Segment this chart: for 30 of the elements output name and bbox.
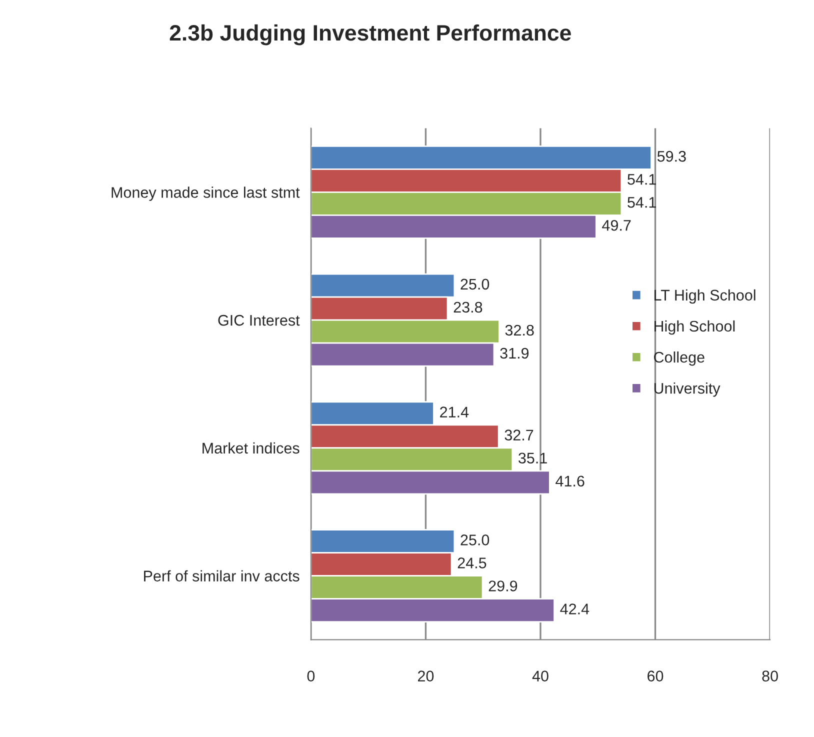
data-label: 29.9: [488, 580, 518, 592]
data-label: 42.4: [560, 604, 590, 614]
legend-label: College: [654, 351, 704, 366]
data-label: 23.8: [454, 302, 482, 313]
data-label: 32.8: [505, 324, 534, 336]
data-label: 54.1: [628, 197, 656, 208]
data-label: 35.1: [518, 452, 547, 464]
y-tick-label: GIC Interest: [218, 314, 300, 326]
data-label: 25.0: [460, 534, 490, 546]
legend-label: High School: [654, 320, 735, 335]
x-tick-label: 0: [307, 670, 315, 682]
data-label: 41.6: [556, 476, 584, 487]
data-label: 49.7: [602, 220, 631, 231]
y-tick-label: Market indices: [202, 442, 300, 454]
x-tick-label: 60: [648, 670, 664, 682]
data-label: 21.4: [440, 406, 469, 418]
chart-title: 2.3b Judging Investment Performance: [170, 24, 571, 46]
y-tick-label: Perf of similar inv accts: [144, 570, 300, 582]
data-label: 25.0: [460, 278, 490, 290]
x-tick-label: 20: [418, 670, 434, 682]
data-label: 59.3: [657, 150, 686, 162]
legend-label: University: [654, 382, 720, 397]
data-label: 24.5: [458, 558, 486, 568]
data-label: 31.9: [500, 348, 529, 359]
legend-label: LT High School: [654, 289, 756, 304]
x-tick-label: 40: [532, 670, 548, 682]
x-tick-label: 80: [762, 670, 778, 682]
y-tick-label: Money made since last stmt: [112, 186, 300, 201]
data-label: 54.1: [628, 174, 656, 185]
data-label: 32.7: [504, 430, 534, 441]
